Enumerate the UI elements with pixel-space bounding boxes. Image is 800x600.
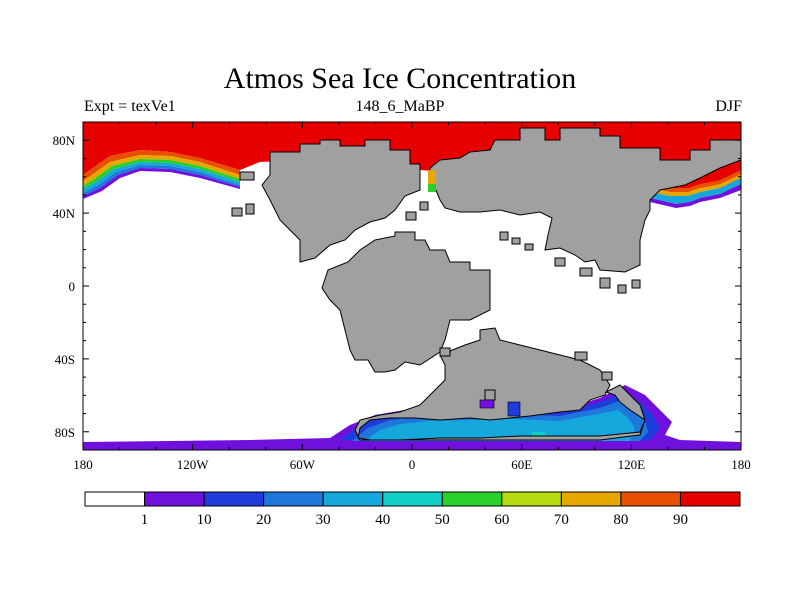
- arctic-ice-yellow: [83, 155, 240, 186]
- lat-label: 40S: [55, 352, 75, 367]
- colorbar-label: 60: [494, 512, 509, 528]
- experiment-label: Expt = texVe1: [84, 98, 176, 115]
- ice-patch-bering: [428, 170, 436, 184]
- colorbar-swatch: [263, 491, 324, 507]
- ice-patch-south: [507, 401, 521, 417]
- island-15: [419, 201, 429, 211]
- land-north-america: [261, 139, 421, 263]
- arctic-ice-east-purple: [650, 184, 741, 208]
- colorbar-swatch: [679, 491, 741, 507]
- island-5: [524, 243, 534, 251]
- land-gondwana-east: [354, 327, 646, 441]
- lon-label: 180: [731, 457, 751, 472]
- colorbar-swatch: [382, 491, 443, 507]
- island-16: [239, 171, 255, 181]
- colorbar-swatch: [501, 491, 562, 507]
- lat-label: 80S: [55, 425, 75, 440]
- colorbar-swatch: [203, 491, 265, 507]
- island-9: [617, 284, 627, 294]
- colorbar-label: 10: [197, 512, 212, 528]
- colorbar-swatch: [84, 491, 146, 507]
- age-label: 148_6_MaBP: [355, 98, 445, 115]
- arctic-ice-green: [83, 159, 240, 189]
- colorbar-swatch: [441, 491, 503, 507]
- island-17: [484, 389, 496, 401]
- colorbar-label: 20: [256, 512, 271, 528]
- lon-label: 60W: [290, 457, 316, 472]
- colorbar-swatch: [322, 491, 384, 507]
- antarctic-ice-cyan: [365, 410, 635, 441]
- colorbar-label: 70: [554, 512, 569, 528]
- season-label: DJF: [715, 98, 742, 115]
- island-4: [511, 237, 521, 245]
- island-8: [599, 277, 611, 289]
- island-10: [631, 279, 641, 289]
- colorbar-swatch: [620, 491, 681, 507]
- lat-label: 0: [69, 279, 76, 294]
- island-13: [439, 347, 451, 357]
- map-area: [83, 122, 741, 450]
- lon-label: 120W: [177, 457, 210, 472]
- colorbar-label: 30: [316, 512, 331, 528]
- arctic-ice-east-yellow: [650, 174, 741, 196]
- island-1: [231, 207, 243, 217]
- colorbar-label: 40: [375, 512, 390, 528]
- island-14: [405, 211, 417, 221]
- lon-label: 0: [409, 457, 416, 472]
- island-6: [554, 257, 566, 267]
- land-masses: [231, 127, 741, 441]
- lat-label: 80N: [53, 133, 76, 148]
- colorbar-swatch: [144, 491, 205, 507]
- colorbar: 1 10 20 30 40 50 60 70 80 90: [84, 491, 741, 528]
- arctic-ice-blue: [83, 165, 240, 196]
- lon-label: 180: [73, 457, 93, 472]
- arctic-ice-east-cyan: [650, 178, 741, 204]
- axis-ticks: 180 120W 60W 0 60E 120E 180 80N 40N 0 40S 80S: [53, 121, 751, 472]
- plot-title: Atmos Sea Ice Concentration: [223, 62, 577, 95]
- arctic-ice-cyan: [83, 162, 240, 193]
- ice-patch-bering-2: [428, 184, 436, 192]
- island-7: [579, 267, 593, 277]
- colorbar-label: 80: [613, 512, 628, 528]
- lon-label: 120E: [618, 457, 646, 472]
- island-3: [499, 231, 509, 241]
- colorbar-label: 50: [435, 512, 450, 528]
- island-11: [574, 351, 588, 361]
- arctic-ice-purple: [83, 168, 240, 199]
- colorbar-swatch: [560, 491, 622, 507]
- lon-label: 60E: [511, 457, 532, 472]
- island-12: [601, 371, 613, 381]
- lat-label: 40N: [53, 206, 76, 221]
- colorbar-label: 90: [673, 512, 688, 528]
- island-2: [245, 203, 255, 215]
- land-eurasia: [429, 127, 741, 273]
- colorbar-label: 1: [141, 512, 149, 528]
- ice-patch-south-2: [479, 399, 495, 409]
- arctic-ice-orange: [83, 150, 240, 181]
